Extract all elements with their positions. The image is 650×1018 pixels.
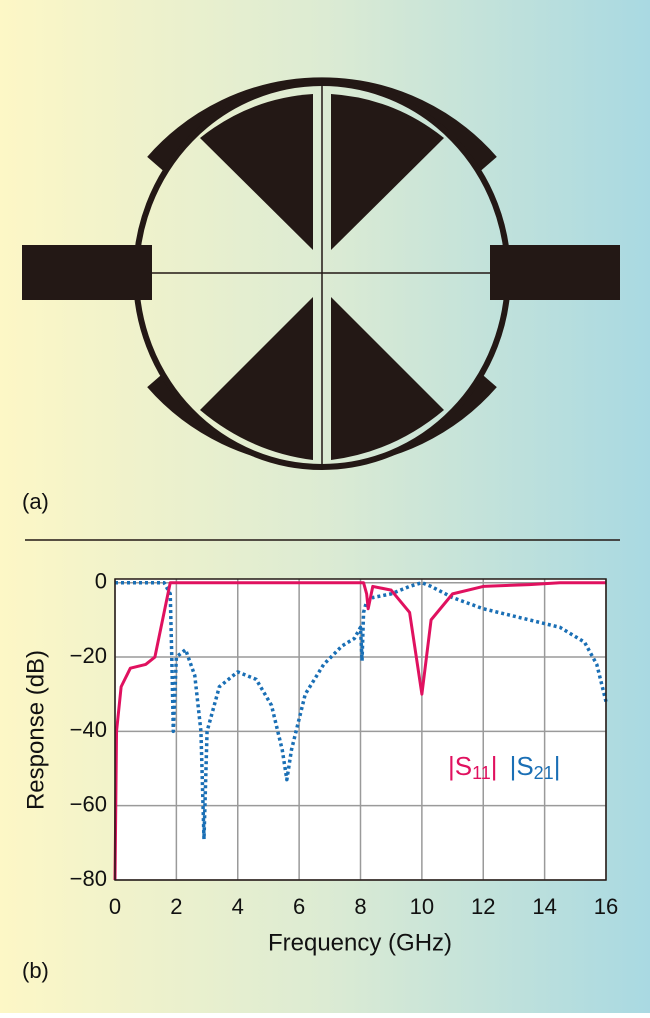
x-tick-label: 6 <box>293 894 305 919</box>
x-tick-label: 10 <box>410 894 434 919</box>
y-tick-label: 0 <box>95 569 107 594</box>
y-tick-label: −80 <box>70 866 107 891</box>
x-tick-label: 12 <box>471 894 495 919</box>
y-tick-label: −60 <box>70 791 107 816</box>
x-axis-title: Frequency (GHz) <box>268 929 452 956</box>
series-line <box>113 581 606 881</box>
x-tick-label: 2 <box>170 894 182 919</box>
y-tick-label: −40 <box>70 717 107 742</box>
sector <box>200 297 313 460</box>
y-axis-title: Response (dB) <box>22 650 49 810</box>
y-tick-label: −20 <box>70 643 107 668</box>
plot-frame <box>114 578 607 881</box>
port <box>22 245 152 300</box>
x-tick-label: 14 <box>532 894 556 919</box>
notch <box>312 490 334 516</box>
x-tick-label: 0 <box>109 894 121 919</box>
notch <box>312 30 334 56</box>
sector <box>331 297 444 460</box>
panel-label: (a) <box>22 489 49 514</box>
port <box>490 245 620 300</box>
legend-entry: |S21| <box>510 751 561 783</box>
series-line <box>114 580 608 841</box>
x-tick-label: 8 <box>354 894 366 919</box>
x-tick-label: 4 <box>232 894 244 919</box>
sector <box>331 94 444 250</box>
panel-label: (b) <box>22 958 49 983</box>
x-tick-label: 16 <box>594 894 618 919</box>
plot: 0 2 4 6 8 10 12 14 16 0 −20 −40 −60 −80 |S11| |S21| <box>70 569 619 919</box>
antenna-diagram <box>22 30 620 516</box>
sector <box>200 94 313 250</box>
legend-entry: |S11| <box>448 751 498 783</box>
